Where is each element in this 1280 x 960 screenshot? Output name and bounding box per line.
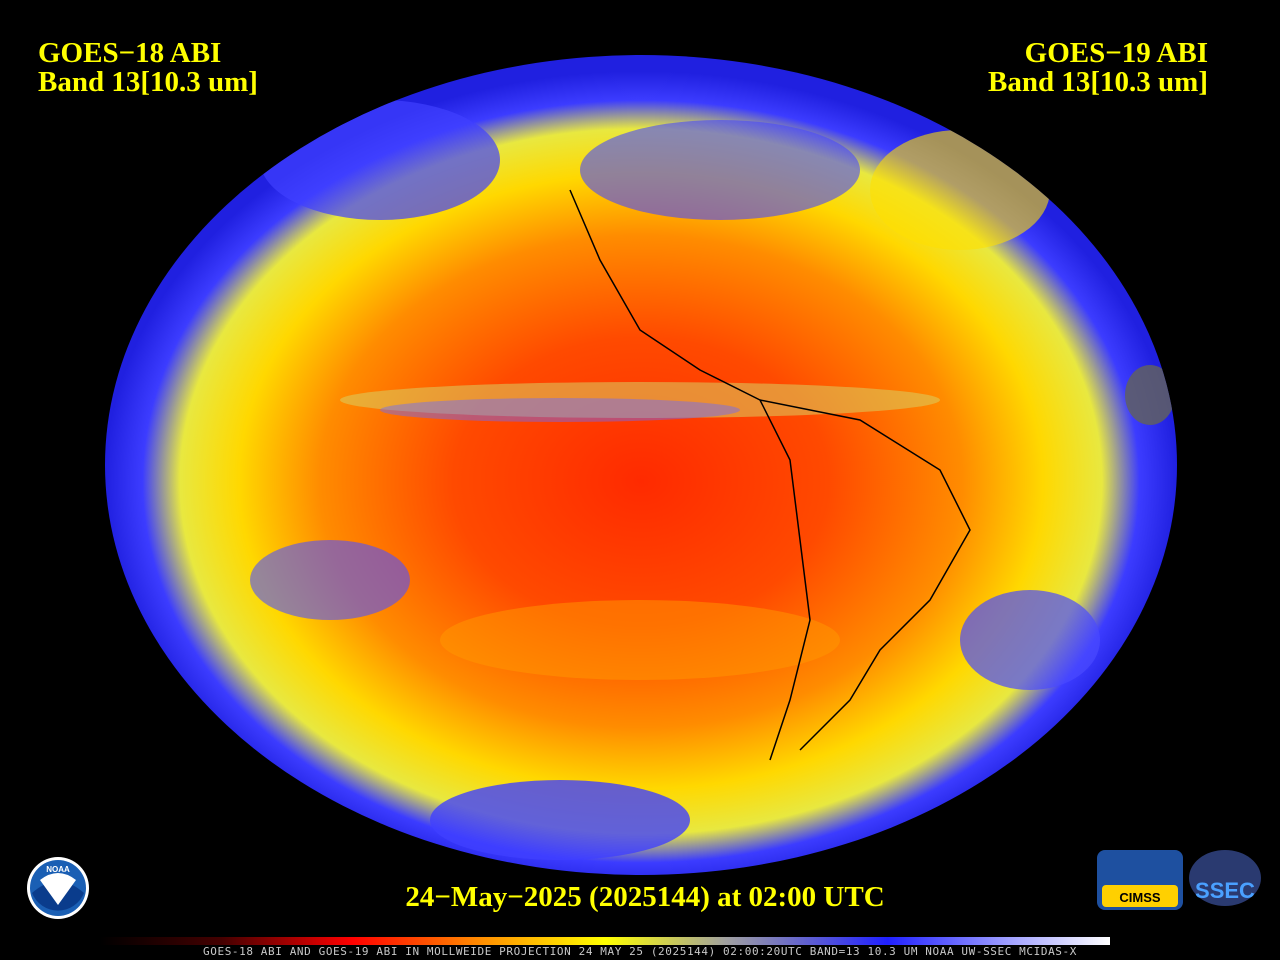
ssec-label: SSEC: [1195, 878, 1255, 903]
ssec-logo: SSEC: [1189, 850, 1261, 906]
noaa-label: NOAA: [46, 865, 70, 874]
cimss-label: CIMSS: [1119, 890, 1161, 905]
right-title: GOES−19 ABI: [1025, 37, 1208, 69]
footer-text: GOES-18 ABI AND GOES-19 ABI IN MOLLWEIDE…: [203, 945, 1077, 958]
right-subtitle: Band 13[10.3 um]: [988, 66, 1208, 98]
noaa-logo: NOAA: [27, 857, 89, 919]
cimss-logo: CIMSS: [1097, 850, 1183, 910]
color-bar: [100, 937, 1110, 945]
cloud-features: [250, 100, 1175, 860]
left-title: GOES−18 ABI: [38, 37, 221, 69]
earth-disk: [105, 55, 1177, 875]
left-subtitle: Band 13[10.3 um]: [38, 66, 258, 98]
timestamp: 24−May−2025 (2025144) at 02:00 UTC: [405, 881, 884, 913]
